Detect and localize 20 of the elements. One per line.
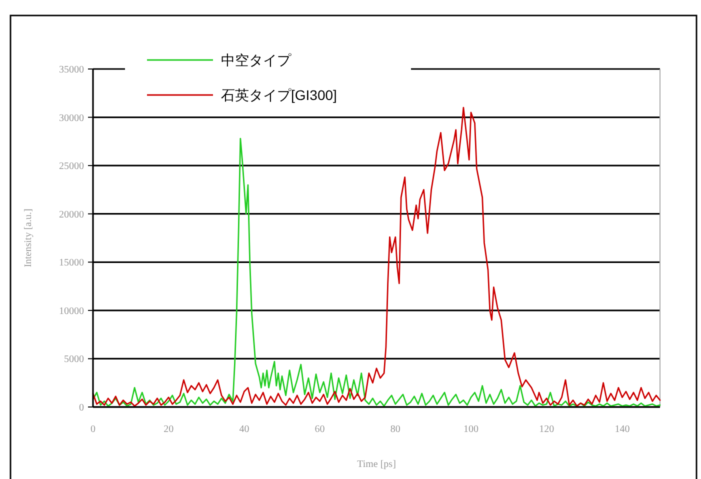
x-tick-label: 60 [314,424,325,435]
x-tick-label: 0 [90,424,96,435]
x-tick-label: 80 [390,424,400,435]
x-tick-label: 100 [464,424,478,435]
x-axis-title: Time [ps] [357,459,396,470]
y-tick-label: 0 [79,402,84,414]
y-tick-label: 15000 [59,258,84,269]
y-tick-label: 25000 [59,161,84,172]
y-tick-label: 10000 [59,306,84,317]
y-tick-label: 35000 [59,64,84,76]
x-tick-label: 120 [539,424,554,435]
legend-label: 石英タイプ[GI300] [221,87,337,103]
y-tick-label: 5000 [64,354,84,366]
x-tick-label: 140 [614,424,630,435]
y-tick-label: 20000 [59,209,84,220]
y-axis-title: Intensity [a.u.] [23,208,34,268]
x-tick-label: 20 [164,424,174,435]
legend-label: 中空タイプ [221,52,292,68]
x-tick-label: 40 [239,424,250,435]
y-tick-label: 30000 [59,112,84,124]
